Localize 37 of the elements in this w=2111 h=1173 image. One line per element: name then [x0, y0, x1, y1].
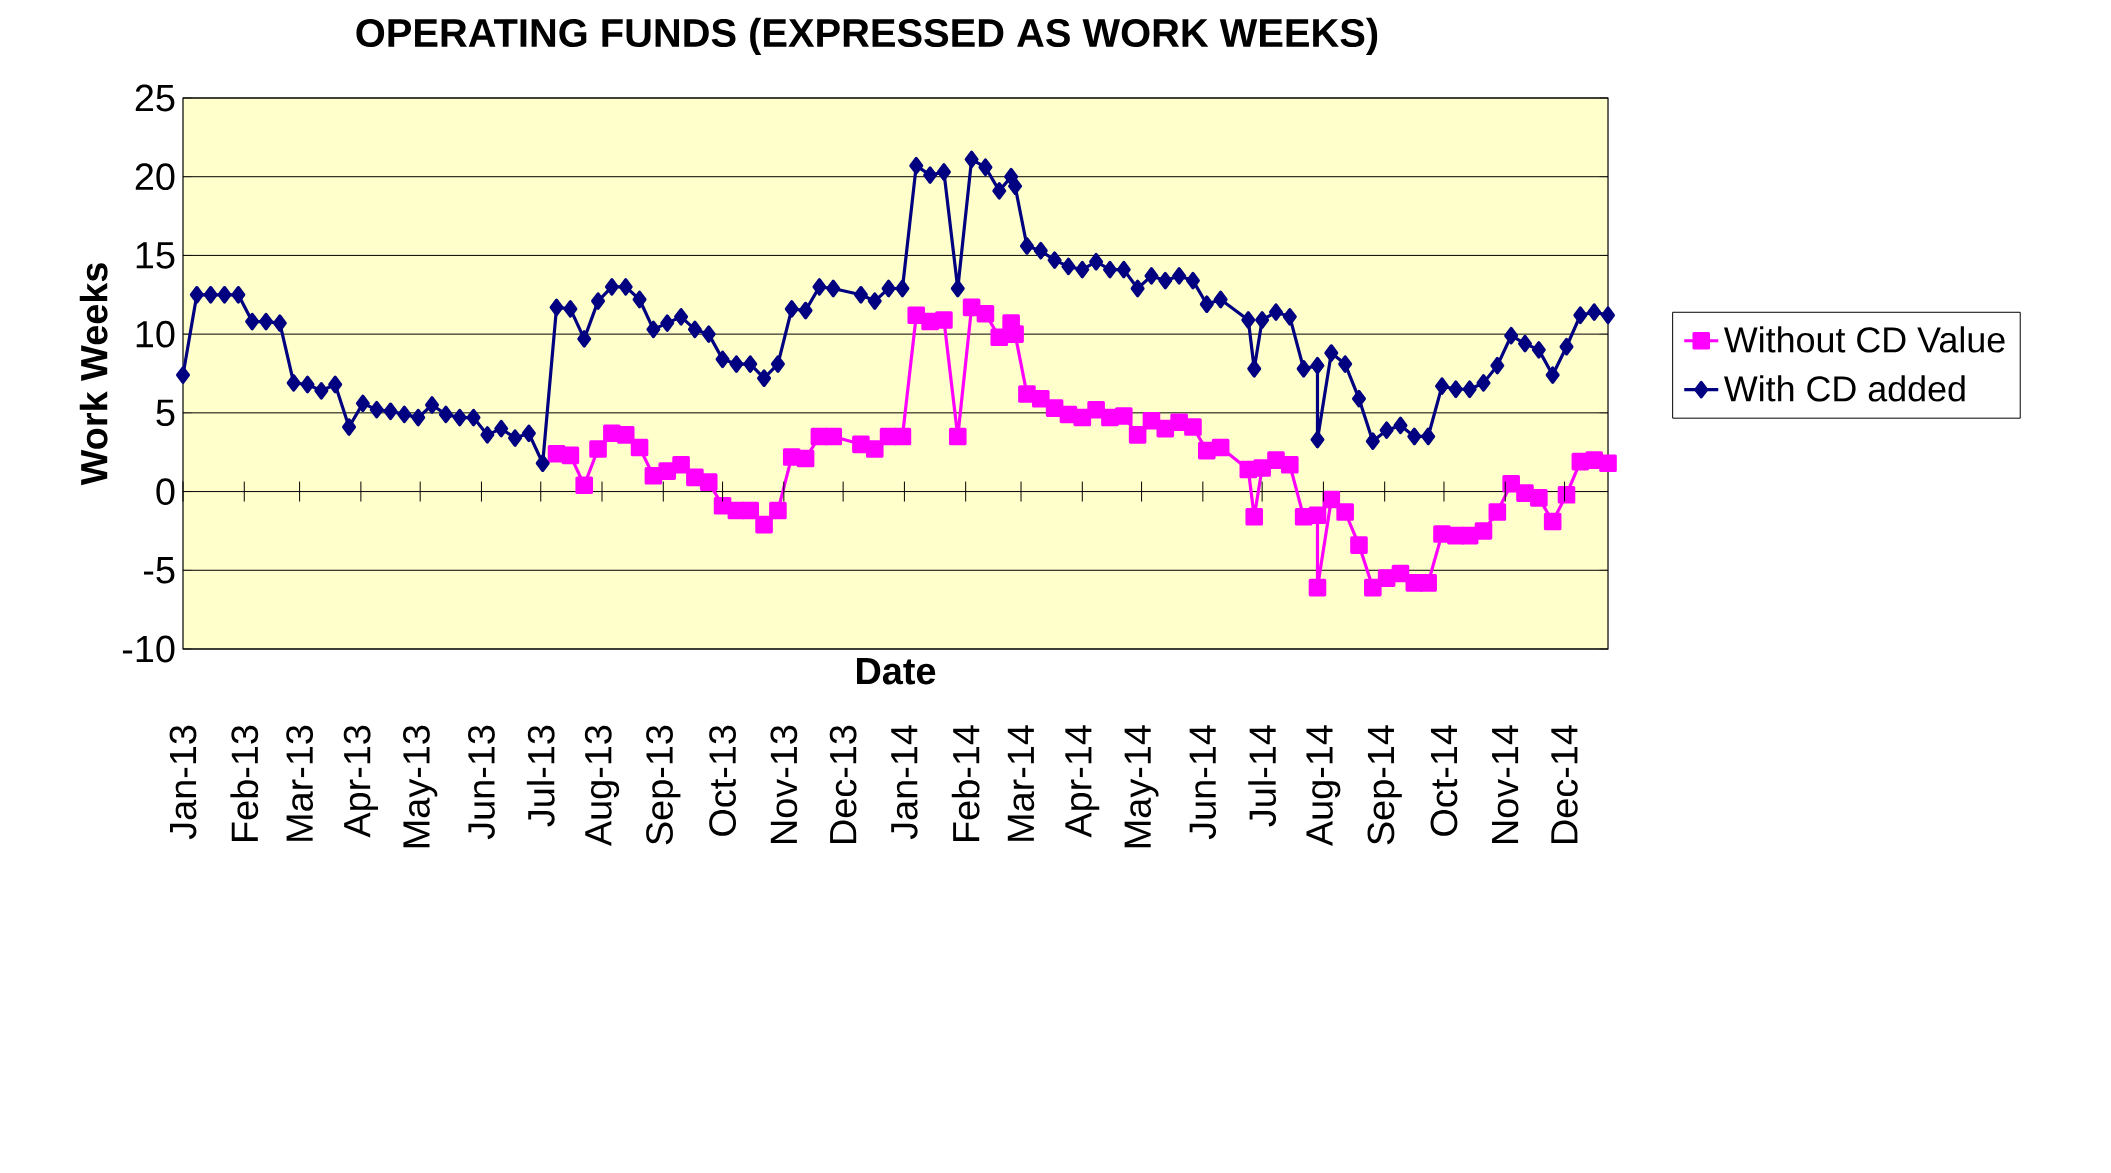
- y-tick-label: 15: [136, 242, 175, 269]
- x-tick-label: May-13: [403, 725, 438, 848]
- x-tick-label: May-14: [1124, 725, 1159, 848]
- y-tick-label: -10: [122, 635, 175, 663]
- y-tick-label: -5: [143, 557, 175, 584]
- x-tick-label: Nov-13: [770, 725, 798, 843]
- x-tick-label: Jun-14: [1189, 725, 1217, 840]
- x-tick-label: Sep-13: [646, 725, 681, 845]
- x-tick-label: Feb-14: [951, 725, 980, 841]
- y-tick-label: 25: [135, 84, 175, 112]
- y-tick-label: 10: [136, 320, 175, 348]
- x-axis-title: Date: [857, 658, 936, 685]
- y-tick-label: 0: [156, 478, 175, 505]
- x-tick-label: Oct-13: [709, 725, 736, 836]
- x-tick-label: Aug-14: [1306, 725, 1341, 847]
- x-tick-label: Dec-14: [1551, 725, 1578, 843]
- x-tick-label: Sep-14: [1367, 725, 1402, 845]
- x-tick-label: Apr-13: [343, 725, 379, 838]
- x-tick-label: Feb-13: [230, 725, 259, 841]
- x-tick-label: Jan-14: [891, 725, 918, 840]
- legend-label: With CD added: [1724, 375, 1965, 402]
- x-tick-label: Jun-13: [468, 725, 495, 840]
- x-tick-label: Mar-14: [1007, 725, 1035, 841]
- x-tick-label: Jul-14: [1248, 725, 1277, 827]
- y-axis-title: Work Weeks: [79, 263, 108, 486]
- chart-title: OPERATING FUNDS (EXPRESSED AS WORK WEEKS): [356, 17, 1378, 56]
- y-tick-label: 20: [135, 163, 175, 191]
- x-tick-label: Jan-13: [169, 725, 197, 840]
- legend-label: Without CD Value: [1724, 326, 2005, 353]
- y-tick-label: 5: [156, 399, 175, 427]
- x-tick-label: Nov-14: [1492, 725, 1519, 843]
- x-tick-label: Aug-13: [584, 725, 620, 847]
- x-tick-label: Jul-13: [526, 725, 555, 827]
- x-tick-label: Apr-14: [1065, 725, 1100, 838]
- x-tick-label: Oct-14: [1430, 725, 1458, 836]
- x-tick-label: Mar-13: [286, 725, 314, 841]
- x-tick-label: Dec-13: [829, 725, 857, 843]
